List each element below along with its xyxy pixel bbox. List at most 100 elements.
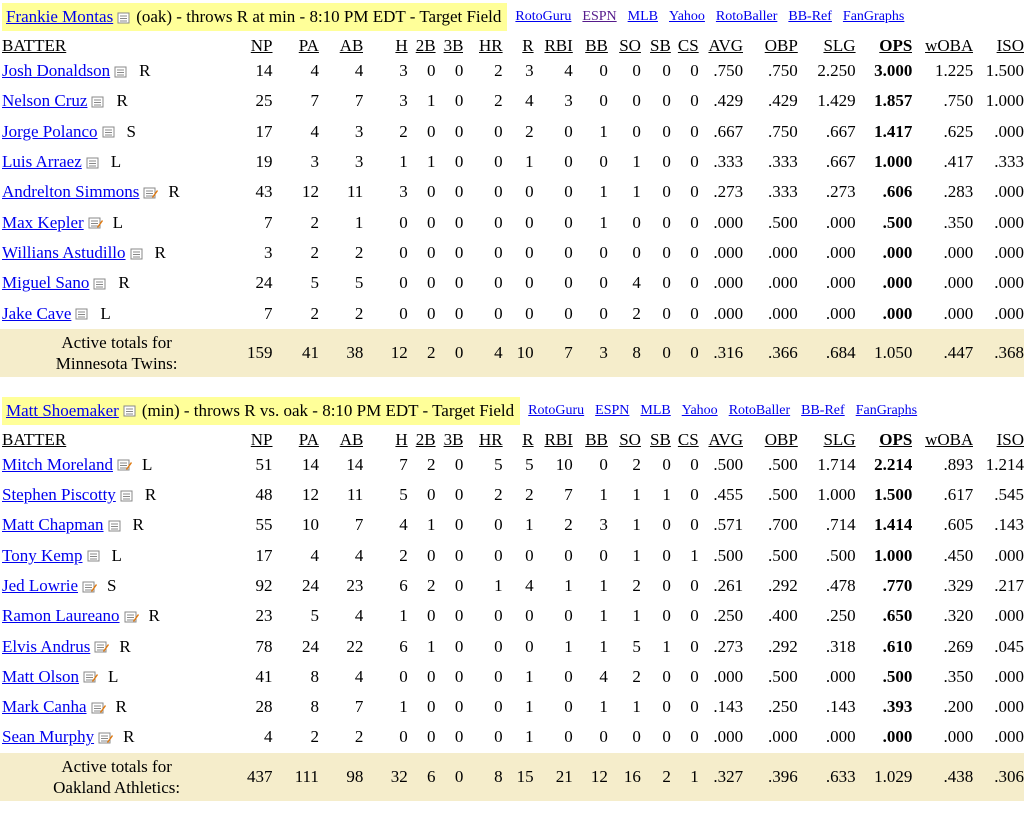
batter-link[interactable]: Jed Lowrie <box>2 576 79 595</box>
column-header-2b[interactable]: 2B <box>408 34 436 56</box>
batter-link[interactable]: Stephen Piscotty <box>2 485 116 505</box>
batter-link[interactable]: Matt Chapman <box>2 515 104 535</box>
batter-link[interactable]: Nelson Cruz <box>2 91 88 111</box>
column-header-sb[interactable]: SB <box>641 428 671 450</box>
column-header-sb[interactable]: SB <box>641 34 671 56</box>
external-link-mlb[interactable]: MLB <box>640 402 671 418</box>
column-header-so[interactable]: SO <box>608 428 641 450</box>
note-edit-icon[interactable] <box>91 702 106 715</box>
external-link-espn[interactable]: ESPN <box>595 402 630 418</box>
column-header-label[interactable]: R <box>522 429 534 449</box>
column-header-label[interactable]: H <box>395 429 408 449</box>
column-header-label[interactable]: SB <box>650 36 671 55</box>
column-header-label[interactable]: CS <box>677 36 699 55</box>
note-icon[interactable] <box>123 405 138 418</box>
batter-link[interactable]: Mitch Moreland <box>2 454 113 474</box>
batter-link[interactable]: Mark Canha <box>2 697 87 717</box>
column-header-iso[interactable]: ISO <box>973 34 1024 56</box>
column-header-h[interactable]: H <box>363 34 407 56</box>
column-header-label[interactable]: HR <box>479 36 503 55</box>
note-edit-icon[interactable] <box>82 581 98 594</box>
column-header-label[interactable]: H <box>395 36 408 55</box>
external-link-bbref[interactable]: BB-Ref <box>788 9 832 24</box>
column-header-label[interactable]: BB <box>585 36 608 55</box>
column-header-iso[interactable]: ISO <box>973 428 1024 450</box>
column-header-3b[interactable]: 3B <box>436 428 464 450</box>
note-edit-icon[interactable] <box>94 641 110 654</box>
note-icon[interactable] <box>87 550 102 563</box>
external-link-bbref[interactable]: BB-Ref <box>801 402 845 418</box>
column-header-label[interactable]: SB <box>650 429 671 449</box>
batter-link[interactable]: Ramon Laureano <box>2 606 120 626</box>
pitcher-link[interactable]: Matt Shoemaker <box>6 400 119 420</box>
column-header-ops[interactable]: OPS <box>856 34 913 56</box>
column-header-label[interactable]: 2B <box>415 429 436 449</box>
batter-link[interactable]: Sean Murphy <box>2 727 95 747</box>
column-header-label[interactable]: SO <box>619 429 641 449</box>
column-header-pa[interactable]: PA <box>273 34 319 56</box>
batter-link[interactable]: Willians Astudillo <box>2 242 126 262</box>
column-header-label[interactable]: SLG <box>823 429 856 449</box>
note-icon[interactable] <box>108 520 123 533</box>
batter-link[interactable]: Max Kepler <box>2 212 84 232</box>
column-header-label[interactable]: SO <box>619 36 641 55</box>
column-header-h[interactable]: H <box>363 428 407 450</box>
note-icon[interactable] <box>93 278 108 291</box>
external-link-fangraphs[interactable]: FanGraphs <box>855 402 918 418</box>
column-header-label[interactable]: AVG <box>708 36 744 55</box>
pitcher-link[interactable]: Frankie Montas <box>6 7 114 26</box>
column-header-rbi[interactable]: RBI <box>534 34 572 56</box>
batter-link[interactable]: Andrelton Simmons <box>2 182 140 202</box>
note-icon[interactable] <box>114 66 129 79</box>
column-header-label[interactable]: 3B <box>443 36 464 55</box>
column-header-woba[interactable]: wOBA <box>912 34 973 56</box>
column-header-bb[interactable]: BB <box>573 428 608 450</box>
column-header-label[interactable]: ISO <box>996 429 1024 449</box>
external-link-espn[interactable]: ESPN <box>582 9 617 24</box>
external-link-fangraphs[interactable]: FanGraphs <box>842 9 905 24</box>
batter-link[interactable]: Elvis Andrus <box>2 636 91 656</box>
note-edit-icon[interactable] <box>98 732 114 745</box>
column-header-3b[interactable]: 3B <box>436 34 464 56</box>
column-header-label[interactable]: AB <box>339 36 364 55</box>
column-header-so[interactable]: SO <box>608 34 641 56</box>
column-header-label[interactable]: OPS <box>879 36 913 55</box>
column-header-ops[interactable]: OPS <box>856 428 913 450</box>
column-header-label[interactable]: BB <box>585 429 608 449</box>
column-header-batter[interactable]: BATTER <box>0 428 233 450</box>
column-header-label[interactable]: AVG <box>708 429 744 449</box>
column-header-label[interactable]: wOBA <box>925 36 974 55</box>
column-header-ab[interactable]: AB <box>319 428 364 450</box>
column-header-woba[interactable]: wOBA <box>912 428 973 450</box>
batter-link[interactable]: Luis Arraez <box>2 152 82 172</box>
column-header-label[interactable]: HR <box>479 429 503 449</box>
column-header-slg[interactable]: SLG <box>798 34 855 56</box>
note-icon[interactable] <box>91 96 106 109</box>
column-header-label[interactable]: OPS <box>879 429 913 449</box>
column-header-label[interactable]: OBP <box>764 429 798 449</box>
column-header-obp[interactable]: OBP <box>743 428 798 450</box>
column-header-label[interactable]: PA <box>298 429 319 449</box>
batter-link[interactable]: Tony Kemp <box>2 545 83 565</box>
column-header-r[interactable]: R <box>503 34 534 56</box>
note-icon[interactable] <box>75 308 90 321</box>
column-header-label[interactable]: RBI <box>544 429 573 449</box>
note-icon[interactable] <box>86 157 101 170</box>
external-link-rotoballer[interactable]: RotoBaller <box>728 402 791 418</box>
column-header-hr[interactable]: HR <box>463 428 503 450</box>
column-header-bb[interactable]: BB <box>573 34 608 56</box>
column-header-rbi[interactable]: RBI <box>534 428 573 450</box>
column-header-obp[interactable]: OBP <box>743 34 798 56</box>
column-header-np[interactable]: NP <box>233 34 273 56</box>
note-edit-icon[interactable] <box>117 459 132 472</box>
column-header-label[interactable]: R <box>522 36 534 55</box>
column-header-label[interactable]: wOBA <box>925 429 974 449</box>
column-header-label[interactable]: BATTER <box>2 36 67 55</box>
note-edit-icon[interactable] <box>88 217 103 230</box>
column-header-pa[interactable]: PA <box>273 428 319 450</box>
column-header-r[interactable]: R <box>503 428 534 450</box>
column-header-label[interactable]: 2B <box>415 36 436 55</box>
column-header-label[interactable]: ISO <box>996 36 1024 55</box>
external-link-rotoballer[interactable]: RotoBaller <box>715 9 778 24</box>
note-icon[interactable] <box>102 126 117 139</box>
